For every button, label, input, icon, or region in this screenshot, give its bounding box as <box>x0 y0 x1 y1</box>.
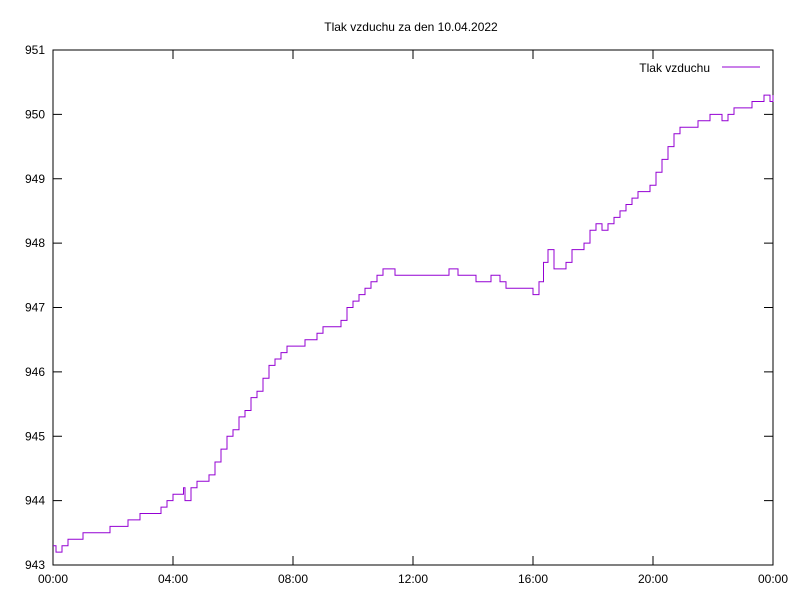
x-axis: 00:00 04:00 08:00 12:00 16:00 20:00 00:00 <box>38 50 788 586</box>
y-tick-label: 951 <box>25 43 45 57</box>
legend-label: Tlak vzduchu <box>639 61 710 75</box>
y-tick-label: 950 <box>25 107 45 121</box>
y-axis: 943 944 945 946 947 948 949 950 951 <box>25 43 773 572</box>
x-tick-label: 20:00 <box>638 572 668 586</box>
y-tick-label: 948 <box>25 236 45 250</box>
y-tick-label: 947 <box>25 301 45 315</box>
chart-title: Tlak vzduchu za den 10.04.2022 <box>324 20 498 34</box>
y-tick-label: 945 <box>25 429 45 443</box>
y-tick-label: 944 <box>25 494 45 508</box>
y-tick-label: 946 <box>25 365 45 379</box>
series-line-tlak-vzduchu <box>53 94 774 553</box>
x-tick-label: 00:00 <box>758 572 788 586</box>
y-tick-label: 949 <box>25 172 45 186</box>
x-tick-label: 04:00 <box>158 572 188 586</box>
plot-frame <box>52 49 774 566</box>
x-tick-label: 08:00 <box>278 572 308 586</box>
legend: Tlak vzduchu <box>639 61 760 75</box>
y-tick-label: 943 <box>25 558 45 572</box>
x-tick-label: 00:00 <box>38 572 68 586</box>
x-tick-label: 16:00 <box>518 572 548 586</box>
x-tick-label: 12:00 <box>398 572 428 586</box>
